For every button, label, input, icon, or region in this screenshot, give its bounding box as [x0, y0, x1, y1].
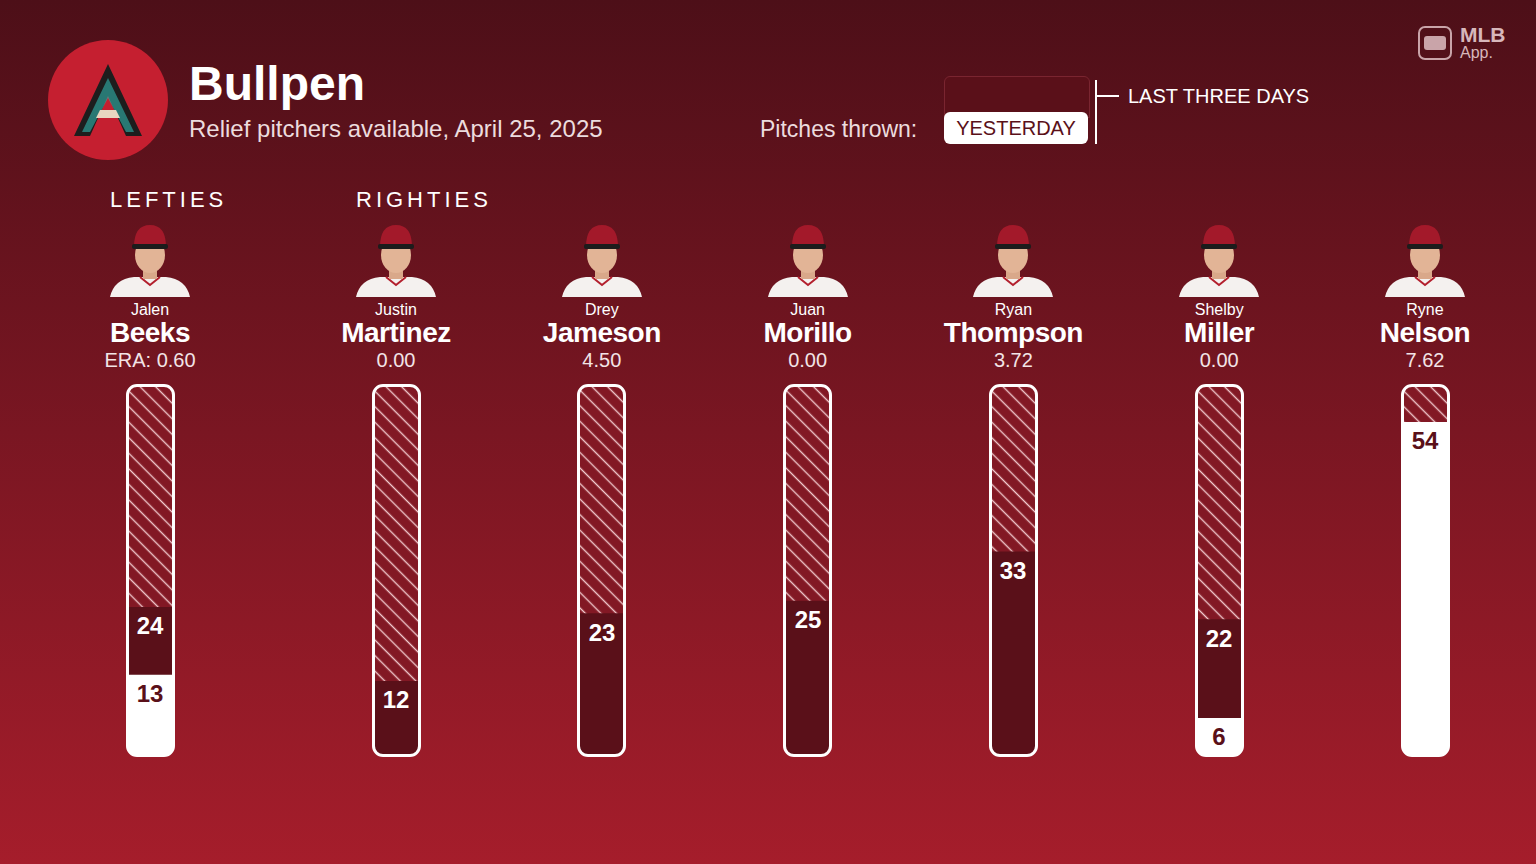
html-text:ERA: 0.60: ERA: 0.60 — [104, 349, 196, 371]
html-text:0.00: 0.00 — [376, 349, 416, 371]
html-text:0.00: 0.00 — [788, 349, 828, 371]
svg-text:23: 23 — [588, 619, 615, 646]
svg-text:22: 22 — [1206, 625, 1233, 652]
html-text:Ryne: Ryne — [1406, 301, 1444, 318]
html-text:3.72: 3.72 — [993, 349, 1033, 371]
svg-text:13: 13 — [137, 680, 164, 707]
svg-text:6: 6 — [1213, 723, 1226, 750]
svg-text:25: 25 — [794, 606, 821, 633]
svg-text:33: 33 — [1000, 557, 1027, 584]
html-text:LEFTIES: LEFTIES — [110, 187, 228, 212]
svg-text:24: 24 — [137, 612, 164, 639]
svg-text:12: 12 — [383, 686, 410, 713]
html-text:Ryan: Ryan — [994, 301, 1033, 318]
html-text:Juan: Juan — [790, 301, 825, 318]
html-text:Nelson: Nelson — [1379, 317, 1471, 348]
html-text:7.62: 7.62 — [1405, 349, 1445, 371]
html-text:4.50: 4.50 — [582, 349, 622, 371]
html-text:Pitches thrown:: Pitches thrown: — [760, 116, 918, 142]
html-text:0.00: 0.00 — [1199, 349, 1239, 371]
svg-text:54: 54 — [1412, 427, 1439, 454]
html-text:LAST THREE DAYS: LAST THREE DAYS — [1128, 85, 1310, 107]
html-text:RIGHTIES: RIGHTIES — [356, 187, 492, 212]
html-text:Jameson: Jameson — [542, 317, 661, 348]
html-text:YESTERDAY: YESTERDAY — [956, 117, 1076, 139]
html-text:Shelby: Shelby — [1194, 301, 1244, 318]
html-text:Drey: Drey — [584, 301, 619, 318]
html-text:Justin: Justin — [375, 301, 417, 318]
html-text:Thompson: Thompson — [943, 317, 1083, 348]
html-text:Relief pitchers available, Apr: Relief pitchers available, April 25, 202… — [189, 115, 603, 142]
html-text:Jalen: Jalen — [130, 301, 170, 318]
html-text:App.: App. — [1460, 44, 1493, 61]
html-text:Morillo: Morillo — [763, 317, 852, 348]
html-text:Beeks: Beeks — [110, 317, 190, 348]
html-text:Bullpen: Bullpen — [189, 57, 365, 110]
html-text:Martinez: Martinez — [341, 317, 451, 348]
html-text:MLB: MLB — [1460, 23, 1506, 46]
html-text:Miller: Miller — [1184, 317, 1255, 348]
